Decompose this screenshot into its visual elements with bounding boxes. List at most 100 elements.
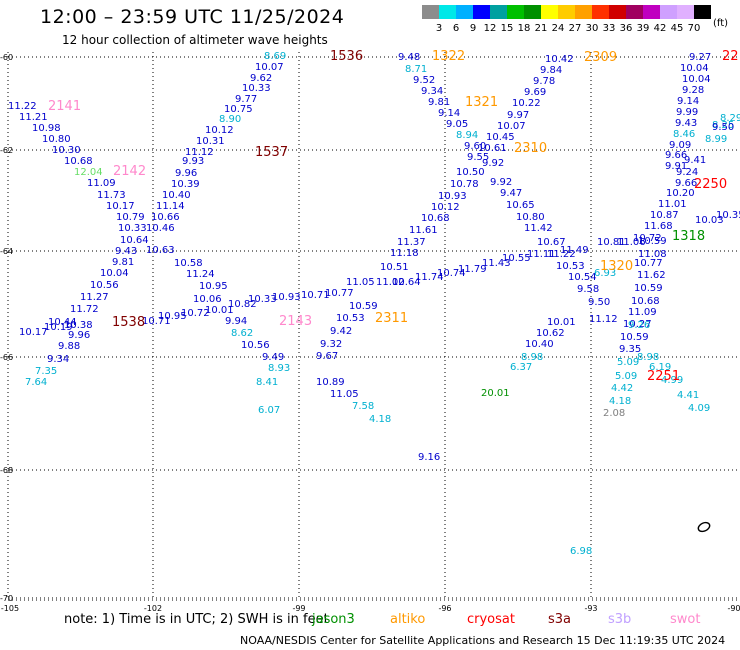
legend-level: 6 bbox=[452, 23, 460, 34]
wave-height-value: 10.66 bbox=[151, 212, 180, 223]
wave-height-value: 10.68 bbox=[631, 296, 660, 307]
wave-height-value: 8.93 bbox=[268, 363, 290, 374]
legend-level: 15 bbox=[500, 23, 514, 34]
wave-height-value: 9.77 bbox=[235, 94, 257, 105]
wave-height-value: 10.59 bbox=[634, 283, 663, 294]
track-id: 2250 bbox=[694, 177, 727, 192]
wave-height-value: 10.17 bbox=[19, 327, 48, 338]
legend-swatch bbox=[507, 5, 524, 19]
track-id: 2142 bbox=[113, 164, 146, 179]
wave-height-value: 10.33 bbox=[242, 83, 271, 94]
page-subtitle: 12 hour collection of altimeter wave hei… bbox=[62, 33, 328, 47]
wave-height-value: 10.01 bbox=[205, 305, 234, 316]
legend-swatch bbox=[626, 5, 643, 19]
wave-height-value: 11.79 bbox=[458, 264, 487, 275]
wave-height-value: 10.67 bbox=[537, 237, 566, 248]
wave-height-value: 10.65 bbox=[506, 200, 535, 211]
wave-height-value: 10.20 bbox=[666, 188, 695, 199]
wave-height-labels: 8.6910.079.6210.339.7710.758.9010.1210.3… bbox=[8, 51, 740, 557]
legend-swatch bbox=[558, 5, 575, 19]
wave-height-value: 9.41 bbox=[684, 155, 706, 166]
wave-height-value: 10.59 bbox=[349, 301, 378, 312]
legend-level: 12 bbox=[483, 23, 497, 34]
wave-height-value: 10.75 bbox=[224, 104, 253, 115]
legend-level: 3 bbox=[435, 23, 443, 34]
wave-height-value: 11.73 bbox=[97, 190, 126, 201]
wave-height-value: 9.92 bbox=[490, 177, 512, 188]
wave-height-value: 9.49 bbox=[262, 352, 284, 363]
wave-height-value: 20.01 bbox=[481, 388, 510, 399]
wave-height-value: 10.59 bbox=[638, 236, 667, 247]
wave-height-value: 11.06 bbox=[617, 237, 646, 248]
wave-height-value: 11.09 bbox=[628, 307, 657, 318]
wave-height-value: 10.54 bbox=[568, 272, 597, 283]
wave-height-value: 11.09 bbox=[87, 178, 116, 189]
wave-height-value: 10.56 bbox=[241, 340, 270, 351]
track-id: 2141 bbox=[48, 99, 81, 114]
legend-level: 45 bbox=[670, 23, 684, 34]
wave-height-value: 7.35 bbox=[35, 366, 57, 377]
lon-tick-label: -99 bbox=[292, 604, 305, 613]
wave-height-value: 4.42 bbox=[611, 383, 633, 394]
wave-height-value: 12.04 bbox=[74, 167, 103, 178]
wave-height-value: 11.05 bbox=[346, 277, 375, 288]
wave-height-value: 11.22 bbox=[8, 101, 37, 112]
wave-height-value: 10.93 bbox=[438, 191, 467, 202]
wave-height-value: 11.08 bbox=[638, 249, 667, 260]
wave-height-value: 10.71 bbox=[142, 316, 171, 327]
wave-height-value: 9.09 bbox=[669, 140, 691, 151]
wave-height-value: 4.09 bbox=[688, 403, 710, 414]
wave-height-value: 11.12 bbox=[185, 147, 214, 158]
wave-height-value: 11.43 bbox=[482, 258, 511, 269]
track-id: 22 bbox=[722, 49, 739, 64]
wave-height-value: 5.09 bbox=[615, 371, 637, 382]
wave-height-value: 10.46 bbox=[146, 223, 175, 234]
wave-height-value: 2.08 bbox=[603, 408, 625, 419]
wave-height-value: 11.49 bbox=[560, 245, 589, 256]
wave-height-value: 10.95 bbox=[158, 311, 187, 322]
wave-height-value: 10.04 bbox=[100, 268, 129, 279]
wave-height-value: 11.02 bbox=[376, 277, 405, 288]
footer-credit: NOAA/NESDIS Center for Satellite Applica… bbox=[240, 634, 726, 647]
mission-cryosat: cryosat bbox=[467, 612, 515, 627]
wave-height-value: 10.30 bbox=[52, 145, 81, 156]
lat-tick-label: -60 bbox=[0, 53, 13, 62]
legend-swatch bbox=[592, 5, 609, 19]
wave-height-value: 10.93 bbox=[272, 292, 301, 303]
legend-unit: (ft) bbox=[713, 18, 729, 29]
legend-swatch bbox=[694, 5, 711, 19]
legend-swatch bbox=[422, 5, 439, 19]
wave-height-value: 6.98 bbox=[570, 546, 592, 557]
wave-height-value: 10.61 bbox=[478, 143, 507, 154]
track-id-labels: 1536 1322 2309 22 2141 1321 1537 2310 2142 2250 13… bbox=[48, 49, 739, 384]
track-id: 2251 bbox=[647, 369, 680, 384]
legend-swatch bbox=[660, 5, 677, 19]
wave-height-value: 10.53 bbox=[336, 313, 365, 324]
wave-height-value: 9.96 bbox=[175, 168, 197, 179]
legend-level: 24 bbox=[551, 23, 565, 34]
wave-height-value: 11.37 bbox=[397, 237, 426, 248]
wave-height-value: 9.97 bbox=[507, 110, 529, 121]
wave-height-value: 6.07 bbox=[258, 405, 280, 416]
wave-height-value: 7.58 bbox=[352, 401, 374, 412]
wave-height-value: 10.81 bbox=[597, 237, 626, 248]
wave-height-value: 10.87 bbox=[650, 210, 679, 221]
wave-height-value: 8.71 bbox=[405, 64, 427, 75]
wave-height-value: 10.80 bbox=[516, 212, 545, 223]
track-id: 2311 bbox=[375, 311, 408, 326]
mission-swot: swot bbox=[670, 612, 701, 627]
wave-height-value: 11.21 bbox=[19, 112, 48, 123]
wave-height-value: 9.47 bbox=[500, 188, 522, 199]
lon-tick-label: -102 bbox=[144, 604, 162, 613]
wave-height-value: 9.84 bbox=[540, 65, 562, 76]
wave-height-value: 9.81 bbox=[428, 97, 450, 108]
wave-height-value: 10.39 bbox=[171, 179, 200, 190]
mission-s3b: s3b bbox=[608, 612, 632, 627]
track-id: 2143 bbox=[279, 314, 312, 329]
wave-height-value: 8.46 bbox=[673, 129, 695, 140]
legend-level: 21 bbox=[534, 23, 548, 34]
wave-height-value: 4.99 bbox=[661, 375, 683, 386]
wave-height-value: 10.45 bbox=[486, 132, 515, 143]
wave-height-value: 10.78 bbox=[450, 179, 479, 190]
wave-height-value: 11.14 bbox=[156, 201, 185, 212]
